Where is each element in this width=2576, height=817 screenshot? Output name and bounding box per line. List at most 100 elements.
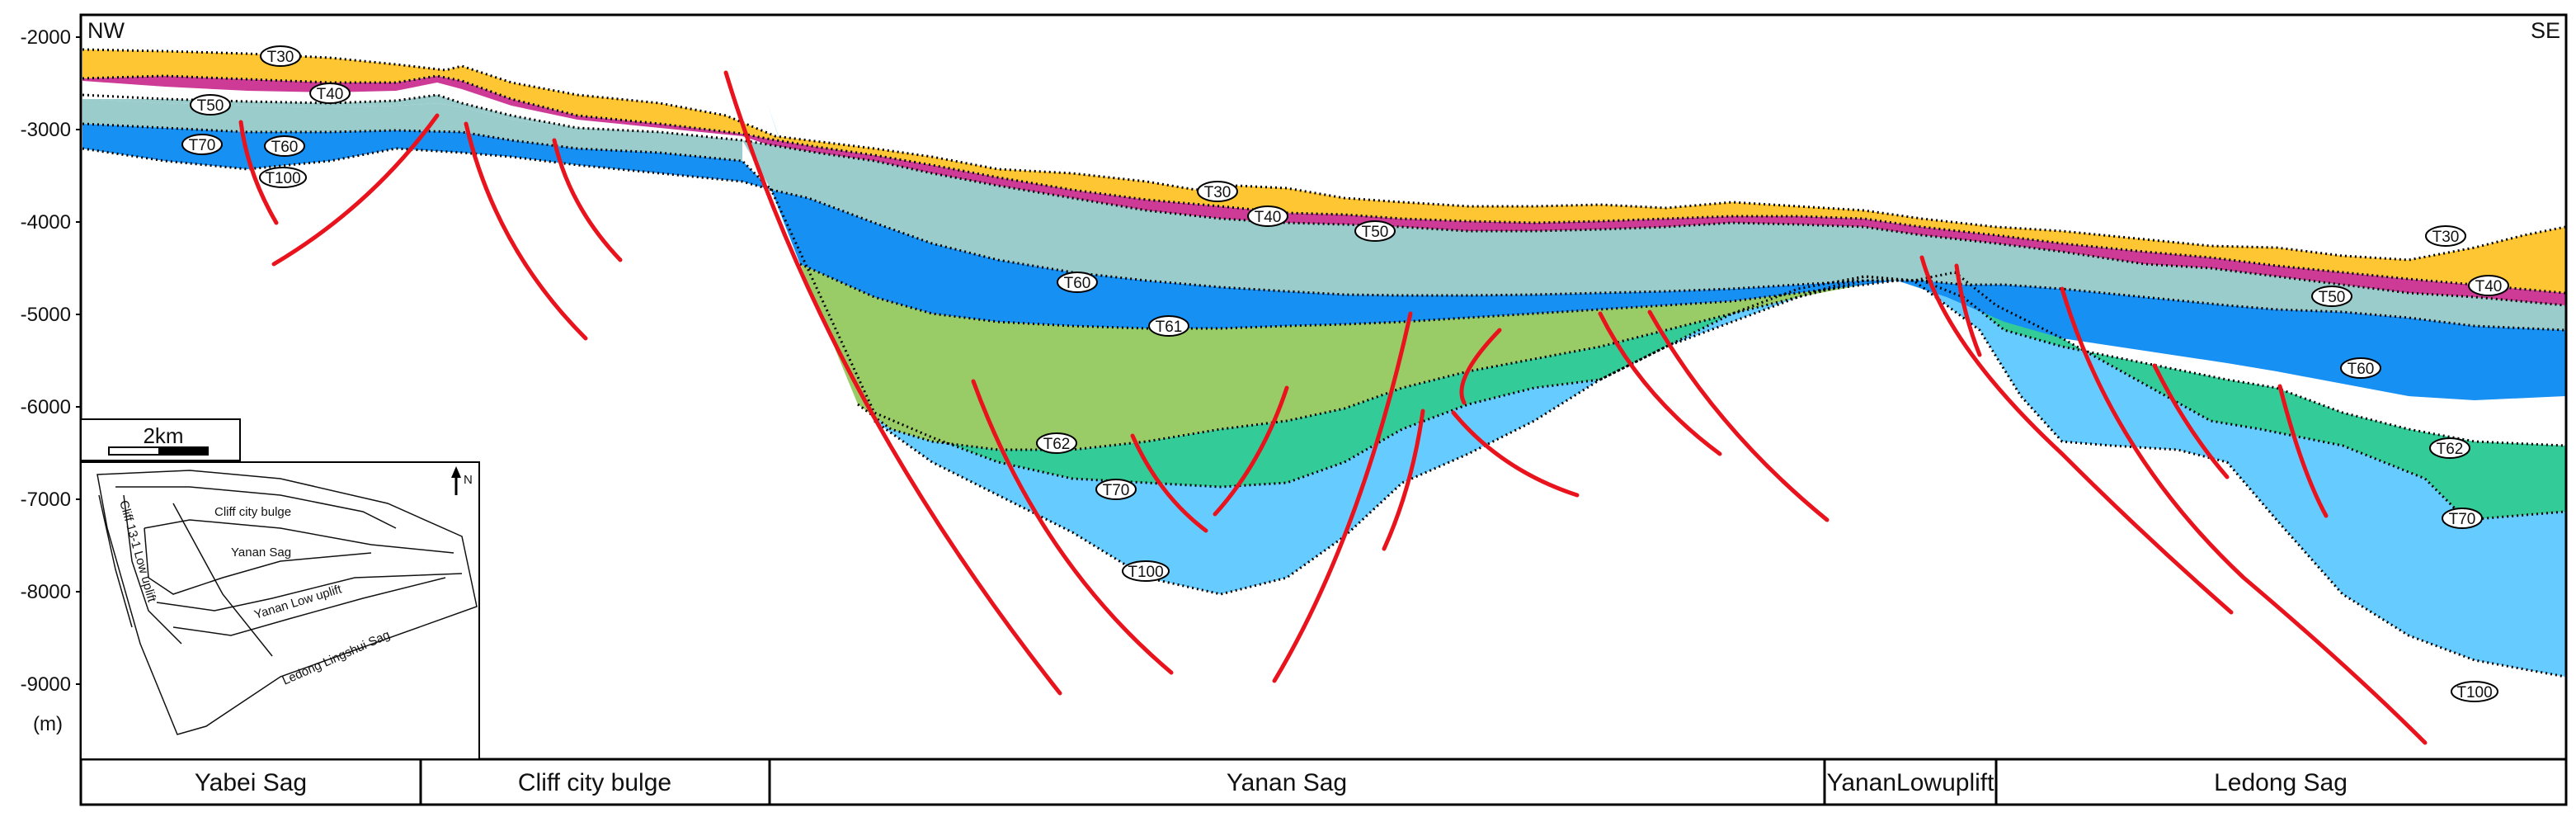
north-arrow-icon: N (451, 466, 473, 495)
horizon-label-t70: T70 (1095, 479, 1137, 500)
svg-text:T70: T70 (1103, 482, 1130, 499)
frame (79, 13, 2568, 806)
unit-left-t70-t100 (82, 124, 771, 190)
fault-3 (464, 121, 588, 341)
fault-19 (2277, 384, 2329, 518)
svg-text:T61: T61 (1156, 319, 1183, 336)
unit-t30-t40 (82, 50, 2565, 293)
svg-text:T100: T100 (265, 170, 300, 187)
horizon-t50-line (82, 93, 2566, 307)
svg-text:T50: T50 (2319, 289, 2346, 306)
fault-15 (1919, 255, 2234, 615)
depth-tick-label: -6000 (21, 396, 71, 418)
fault-1 (238, 120, 279, 225)
fault-13 (1598, 311, 1722, 456)
unit-band-border (79, 758, 2568, 806)
horizon-label-t50: T50 (1354, 220, 1396, 242)
horizon-label-t100: T100 (259, 167, 307, 188)
svg-text:T30: T30 (2432, 229, 2460, 246)
depth-tick-label: -4000 (21, 211, 71, 234)
horizon-label-t61: T61 (1148, 315, 1189, 337)
fault-7 (1130, 433, 1208, 533)
unit-label-yanan-sag: Yanan Sag (1227, 769, 1347, 796)
unit-label-yanan-low-uplift: YananLowuplift (1827, 769, 1995, 796)
direction-se-label: SE (2531, 18, 2560, 43)
svg-text:T50: T50 (1362, 224, 1389, 241)
horizon-label-t30: T30 (2425, 225, 2466, 247)
svg-text:T70: T70 (189, 137, 216, 154)
svg-text:T40: T40 (317, 86, 344, 103)
fault-4 (552, 138, 623, 262)
depth-tick-label: -7000 (21, 489, 71, 511)
fault-16 (1954, 263, 1982, 357)
svg-text:T30: T30 (1204, 184, 1231, 201)
unit-label-ledong-sag: Ledong Sag (2214, 769, 2348, 796)
unit-t50-t60 (82, 95, 2565, 330)
svg-text:T40: T40 (2475, 278, 2503, 295)
horizon-label-t60: T60 (264, 135, 305, 157)
unit-label-yabei-sag: Yabei Sag (195, 769, 307, 796)
horizon-label-t40: T40 (309, 83, 351, 104)
horizon-label-t62: T62 (1036, 432, 1077, 454)
svg-text:T60: T60 (271, 139, 299, 156)
depth-tick-label: -5000 (21, 304, 71, 326)
fault-6 (971, 379, 1174, 675)
inset-label-yanan-sag: Yanan Sag (231, 545, 291, 560)
fault-9 (1272, 311, 1413, 683)
svg-text:T60: T60 (1064, 275, 1091, 292)
depth-tick-label: -9000 (21, 673, 71, 696)
fault-14 (1647, 309, 1830, 522)
depth-tick-label: -8000 (21, 581, 71, 603)
unit-label-cliff-city-bulge: Cliff city bulge (518, 769, 671, 796)
inset-map-frame (80, 461, 480, 760)
stratigraphic-units (82, 50, 2565, 677)
fault-12 (1451, 410, 1580, 498)
depth-unit-label: (m) (33, 713, 63, 735)
svg-text:T62: T62 (1043, 436, 1071, 453)
fault-2 (271, 113, 440, 267)
fault-5 (723, 70, 1062, 696)
unit-t60-t61 (771, 190, 2565, 400)
horizon-t62-line (857, 279, 2566, 451)
scale-bar-label: 2km (143, 423, 183, 448)
fault-11 (1459, 328, 1502, 405)
horizon-label-t100: T100 (2451, 681, 2498, 702)
fault-10 (1382, 408, 1425, 551)
scale-bar-box: 2km (80, 418, 241, 461)
inset-label-cliff-city-bulge: Cliff city bulge (214, 505, 291, 519)
faults (238, 70, 2428, 745)
svg-text:T40: T40 (1255, 209, 1282, 226)
unit-t62-t70 (858, 272, 2565, 520)
svg-text:T70: T70 (2449, 511, 2476, 528)
horizon-label-t100: T100 (1122, 560, 1170, 582)
horizon-label-t50: T50 (190, 94, 231, 116)
horizon-label-t70: T70 (2442, 508, 2483, 529)
horizon-labels: T30 T40 T50 T70 T60 T100 T30 T40 T50 T60… (181, 45, 2509, 702)
horizon-label-t62: T62 (2429, 437, 2470, 459)
svg-text:T100: T100 (2456, 684, 2492, 701)
inset-map: Cliff city bulge Yanan Sag Yanan Low upl… (80, 461, 480, 760)
horizon-label-t30: T30 (1197, 181, 1238, 202)
direction-nw-label: NW (87, 18, 125, 43)
unit-left-t60-t70 (82, 99, 742, 161)
depth-tick-label: -3000 (21, 119, 71, 141)
fault-17 (2060, 286, 2428, 745)
horizon-label-t70: T70 (181, 134, 223, 155)
horizon-t100-line (874, 275, 2566, 678)
structural-unit-labels: Yabei Sag Cliff city bulge Yanan Sag Yan… (195, 769, 2348, 796)
horizon-label-t40: T40 (2468, 275, 2509, 296)
depth-tick-label: -2000 (21, 26, 71, 49)
horizon-label-t40: T40 (1247, 205, 1288, 227)
unit-t70-t100 (767, 103, 2565, 677)
horizon-label-t30: T30 (260, 45, 301, 67)
unit-t61-t62 (800, 264, 1897, 450)
depth-axis: -2000 -3000 -4000 -5000 -6000 -7000 -800… (21, 26, 81, 735)
horizon-t30-line (82, 48, 2566, 262)
horizon-label-t60: T60 (1057, 272, 1098, 293)
svg-text:T50: T50 (197, 97, 224, 115)
north-label: N (464, 473, 473, 487)
fault-8 (1213, 385, 1289, 517)
svg-text:T100: T100 (1128, 564, 1163, 581)
horizon-label-t60: T60 (2340, 357, 2381, 379)
